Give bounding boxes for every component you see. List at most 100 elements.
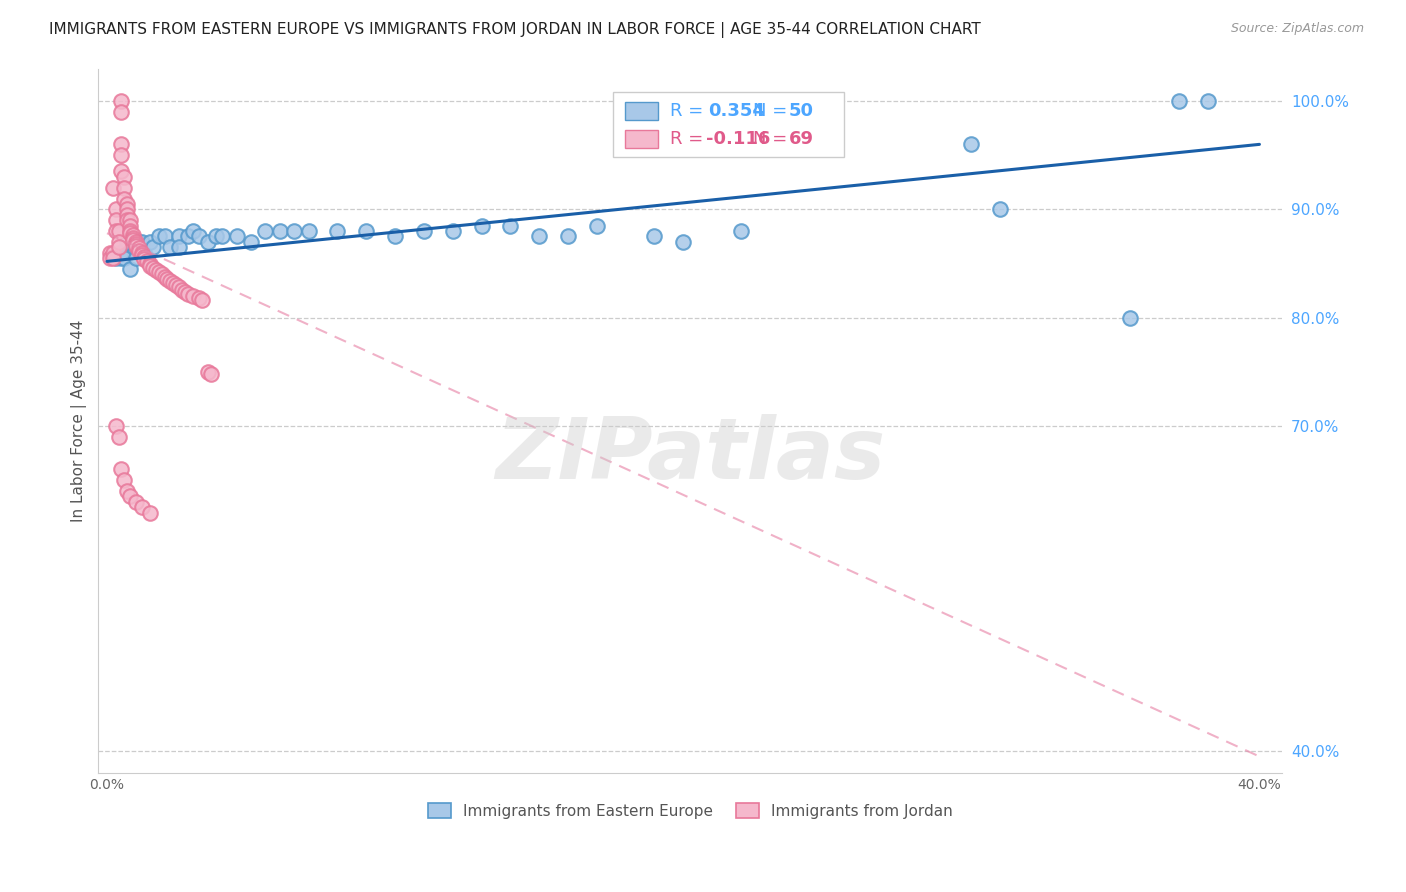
Point <box>153 229 176 244</box>
Point <box>441 224 464 238</box>
Legend: Immigrants from Eastern Europe, Immigrants from Jordan: Immigrants from Eastern Europe, Immigran… <box>422 797 959 825</box>
FancyBboxPatch shape <box>626 102 658 120</box>
Text: ZIPatlas: ZIPatlas <box>495 415 886 498</box>
Point <box>191 293 214 308</box>
Point <box>115 213 138 227</box>
Point <box>139 256 162 270</box>
Point <box>122 233 145 247</box>
Point <box>1167 94 1189 108</box>
Point <box>585 219 607 233</box>
Point <box>159 274 181 288</box>
Point <box>176 229 198 244</box>
Point <box>170 283 193 297</box>
Point <box>98 245 121 260</box>
Point <box>125 235 148 249</box>
Point <box>188 291 211 305</box>
Point <box>101 180 124 194</box>
Point <box>107 430 129 444</box>
Point <box>139 235 162 249</box>
Point <box>326 224 349 238</box>
Point <box>118 213 141 227</box>
Point <box>134 252 156 267</box>
Point <box>110 104 132 119</box>
Point <box>139 506 162 520</box>
Point <box>131 248 153 262</box>
Point <box>107 245 129 260</box>
Point <box>104 202 127 217</box>
Point <box>110 164 132 178</box>
Point <box>131 245 153 260</box>
Point <box>125 495 148 509</box>
Text: 0.354: 0.354 <box>709 102 765 120</box>
Point <box>118 490 141 504</box>
Point <box>142 260 165 275</box>
Point <box>107 235 129 249</box>
Point <box>165 278 187 293</box>
Point <box>283 224 305 238</box>
Text: Source: ZipAtlas.com: Source: ZipAtlas.com <box>1230 22 1364 36</box>
Point <box>118 219 141 233</box>
Point <box>240 235 263 249</box>
Point <box>211 229 233 244</box>
Point <box>136 251 159 265</box>
Point <box>134 250 156 264</box>
Point <box>145 263 167 277</box>
Point <box>115 197 138 211</box>
Point <box>156 271 179 285</box>
Point <box>176 286 198 301</box>
Point <box>104 419 127 434</box>
Text: -0.116: -0.116 <box>706 130 770 148</box>
Point <box>128 235 150 249</box>
Text: R =: R = <box>671 102 709 120</box>
Point <box>200 367 222 381</box>
Point <box>118 224 141 238</box>
Text: 50: 50 <box>789 102 814 120</box>
Point <box>110 251 132 265</box>
Point <box>139 259 162 273</box>
Point <box>269 224 291 238</box>
Point <box>110 137 132 152</box>
Point <box>128 244 150 258</box>
Point <box>125 237 148 252</box>
Point <box>197 235 219 249</box>
Point <box>101 245 124 260</box>
Point <box>188 229 211 244</box>
FancyBboxPatch shape <box>626 130 658 148</box>
Point <box>128 241 150 255</box>
Point <box>197 365 219 379</box>
Point <box>136 254 159 268</box>
Y-axis label: In Labor Force | Age 35-44: In Labor Force | Age 35-44 <box>72 319 87 522</box>
Point <box>112 192 135 206</box>
Point <box>557 229 579 244</box>
Point <box>131 500 153 515</box>
Point <box>527 229 550 244</box>
Point <box>104 224 127 238</box>
Point <box>1119 310 1142 325</box>
Point <box>112 473 135 487</box>
Point <box>225 229 247 244</box>
Point <box>148 229 170 244</box>
Point <box>1197 94 1219 108</box>
Point <box>159 240 181 254</box>
Text: R =: R = <box>671 130 709 148</box>
Point <box>112 180 135 194</box>
Text: N =: N = <box>754 102 793 120</box>
Point <box>730 224 752 238</box>
Point <box>122 230 145 244</box>
Point <box>115 202 138 217</box>
Point <box>131 235 153 249</box>
Point <box>142 240 165 254</box>
Point <box>150 268 173 282</box>
Point <box>112 251 135 265</box>
Point <box>148 265 170 279</box>
Point <box>110 94 132 108</box>
Point <box>205 229 228 244</box>
Point <box>115 484 138 499</box>
Point <box>134 245 156 260</box>
Point <box>107 224 129 238</box>
Point <box>118 262 141 277</box>
Point <box>643 229 665 244</box>
Point <box>672 235 695 249</box>
Point <box>118 226 141 240</box>
Point <box>110 245 132 260</box>
